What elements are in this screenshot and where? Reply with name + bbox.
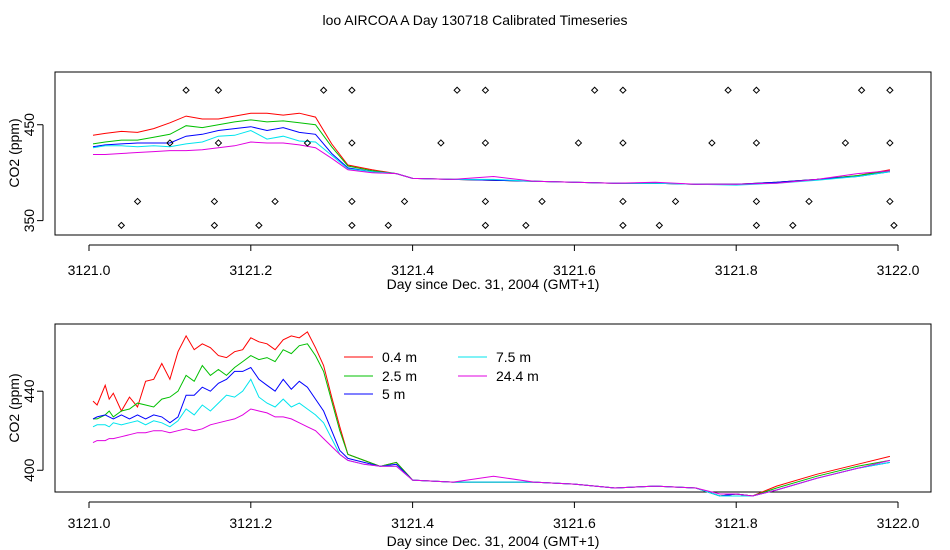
figure-title: loo AIRCOA A Day 130718 Calibrated Times… (322, 12, 627, 28)
y-tick-label: 350 (21, 209, 37, 233)
top-x-axis: 3121.0 3121.2 3121.4 3121.6 3121.8 3122.0 (68, 244, 920, 278)
series-line-0-4-m (92, 331, 891, 497)
diamond-marker (384, 221, 393, 230)
x-tick-label: 3121.0 (68, 262, 111, 278)
diamond-marker (166, 139, 174, 147)
diamond-marker (886, 86, 894, 94)
diamond-marker (619, 139, 627, 147)
bottom-y-axis: 400 440 (21, 379, 44, 482)
bottom-panel: 3121.0 3121.2 3121.4 3121.6 3121.8 3122.0 400… (6, 323, 932, 549)
diamond-marker (117, 221, 126, 230)
series-line-7-5-m (92, 378, 890, 497)
diamond-marker (348, 197, 356, 206)
x-tick-label: 3121.4 (391, 262, 434, 278)
top-x-axis-label: Day since Dec. 31, 2004 (GMT+1) (387, 276, 600, 292)
series-line-2 (92, 119, 890, 185)
y-tick-label: 450 (21, 113, 37, 137)
diamond-marker (671, 197, 680, 206)
series-line-5 (93, 141, 890, 185)
diamond-marker (886, 197, 894, 206)
x-tick-label: 3121.8 (715, 262, 758, 278)
bottom-x-axis-label: Day since Dec. 31, 2004 (GMT+1) (387, 533, 600, 549)
diamond-marker (538, 197, 546, 206)
diamond-marker (481, 139, 490, 147)
diamond-marker (752, 86, 761, 94)
diamond-marker (437, 139, 445, 147)
diamond-marker (214, 86, 223, 94)
diamond-marker (481, 197, 490, 206)
y-tick-label: 400 (21, 458, 37, 482)
diamond-marker (857, 86, 866, 94)
diamond-marker (210, 221, 219, 230)
diamond-marker (590, 86, 599, 94)
diamond-marker (348, 221, 356, 230)
diamond-marker (890, 221, 898, 230)
top-panel: 3121.0 3121.2 3121.4 3121.6 3121.8 3122.0 350… (6, 71, 932, 292)
diamond-marker (752, 197, 761, 206)
diamond-marker (319, 86, 328, 94)
top-y-axis: 350 450 (21, 113, 44, 233)
x-tick-label: 3121.4 (391, 515, 434, 531)
x-tick-label: 3121.0 (68, 515, 111, 531)
diamond-marker (708, 139, 716, 147)
diamond-marker (619, 197, 627, 206)
series-line-24-4-m (92, 408, 891, 497)
legend-label: 7.5 m (496, 349, 531, 365)
diamond-marker (886, 139, 894, 147)
x-tick-label: 3121.6 (553, 515, 596, 531)
diamond-marker (133, 197, 142, 206)
legend-label: 2.5 m (382, 368, 417, 384)
bottom-series (92, 331, 891, 497)
diamond-marker (752, 221, 761, 230)
series-line-3 (92, 126, 890, 185)
diamond-marker (655, 221, 664, 230)
diamond-marker (619, 86, 627, 94)
top-plot-frame (54, 71, 932, 236)
diamond-marker (619, 221, 627, 230)
diamond-marker (453, 86, 461, 94)
bottom-plot-frame (54, 323, 932, 493)
bottom-x-axis: 3121.0 3121.2 3121.4 3121.6 3121.8 3122.0 (68, 501, 920, 531)
diamond-marker (182, 86, 190, 94)
diamond-marker (752, 139, 761, 147)
diamond-marker (481, 221, 490, 230)
diamond-marker (522, 221, 530, 230)
x-tick-label: 3121.2 (229, 262, 272, 278)
diamond-marker (348, 86, 356, 94)
top-y-axis-label: CO2 (ppm) (6, 118, 22, 187)
legend-label: 0.4 m (382, 349, 417, 365)
x-tick-label: 3122.0 (877, 515, 920, 531)
diamond-marker (724, 86, 732, 94)
x-tick-label: 3122.0 (877, 262, 920, 278)
top-series (92, 112, 890, 186)
x-tick-label: 3121.2 (229, 515, 272, 531)
series-line-2-5-m (93, 343, 890, 497)
legend-label: 5 m (382, 386, 405, 402)
diamond-marker (271, 197, 279, 206)
top-markers (117, 86, 898, 230)
x-tick-label: 3121.8 (715, 515, 758, 531)
legend-label: 24.4 m (496, 368, 539, 384)
diamond-marker (210, 197, 219, 206)
diamond-marker (789, 221, 797, 230)
diamond-marker (348, 139, 356, 147)
y-tick-label: 440 (21, 379, 37, 403)
legend: 0.4 m 2.5 m 5 m 7.5 m 24.4 m (344, 349, 539, 402)
diamond-marker (303, 139, 312, 147)
diamond-marker (481, 86, 490, 94)
x-tick-label: 3121.6 (553, 262, 596, 278)
diamond-marker (841, 139, 850, 147)
diamond-marker (805, 197, 813, 206)
diamond-marker (214, 139, 223, 147)
bottom-y-axis-label: CO2 (ppm) (6, 373, 22, 442)
diamond-marker (255, 221, 263, 230)
diamond-marker (400, 197, 409, 206)
diamond-marker (574, 139, 583, 147)
